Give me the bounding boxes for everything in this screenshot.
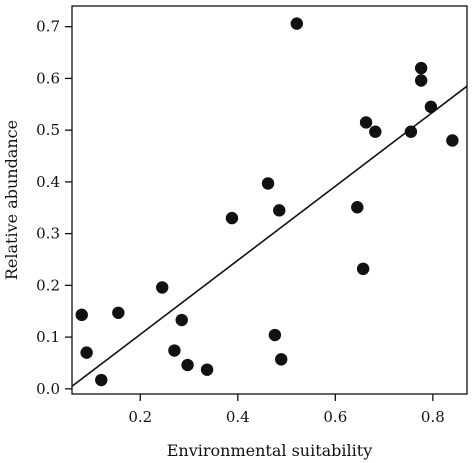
axes: 0.2 0.4 0.6 0.8 0.0 0.1 0.2 0.3 0.4 0.5 0.6 0.7 [36,5,468,426]
y-tick-label: 0.4 [36,173,60,191]
y-tick-label: 0.3 [36,225,60,243]
y-tick-label: 0.6 [36,69,60,87]
y-tick-label: 0.0 [36,380,60,398]
plot-frame [71,5,468,395]
data-point [75,308,88,322]
x-tick-label: 0.2 [128,408,152,426]
x-axis-title: Environmental suitability [167,441,373,460]
axis-labels: Environmental suitability Relative abund… [2,120,372,460]
x-tick-label: 0.4 [226,408,250,426]
fit-line-group [71,85,468,387]
data-point [200,363,214,376]
data-point [268,328,282,342]
x-tick-label: 0.6 [323,408,347,426]
y-tick-label: 0.7 [36,18,60,36]
data-point [175,313,188,327]
data-point [404,125,418,138]
x-tick-label: 0.8 [421,408,445,426]
y-tick-label: 0.5 [36,121,60,139]
data-point [290,17,304,30]
data-point [424,100,438,114]
data-point [351,201,364,214]
data-point [369,125,382,138]
data-point [275,353,288,366]
data-point [273,204,286,217]
data-point [261,177,275,190]
y-tick-label: 0.1 [36,328,60,346]
data-point [112,306,125,319]
data-point [446,134,459,147]
data-point [225,211,239,225]
data-point [156,281,169,294]
y-axis-title: Relative abundance [2,120,21,280]
y-tick-label: 0.2 [36,276,60,294]
regression-line [71,85,468,387]
data-points [75,17,459,387]
data-point [181,358,194,372]
data-point [414,61,428,75]
data-point [80,346,93,359]
data-point [356,262,370,276]
data-point [414,74,428,87]
data-point [168,344,181,357]
data-point [359,116,373,129]
data-point [95,373,108,387]
